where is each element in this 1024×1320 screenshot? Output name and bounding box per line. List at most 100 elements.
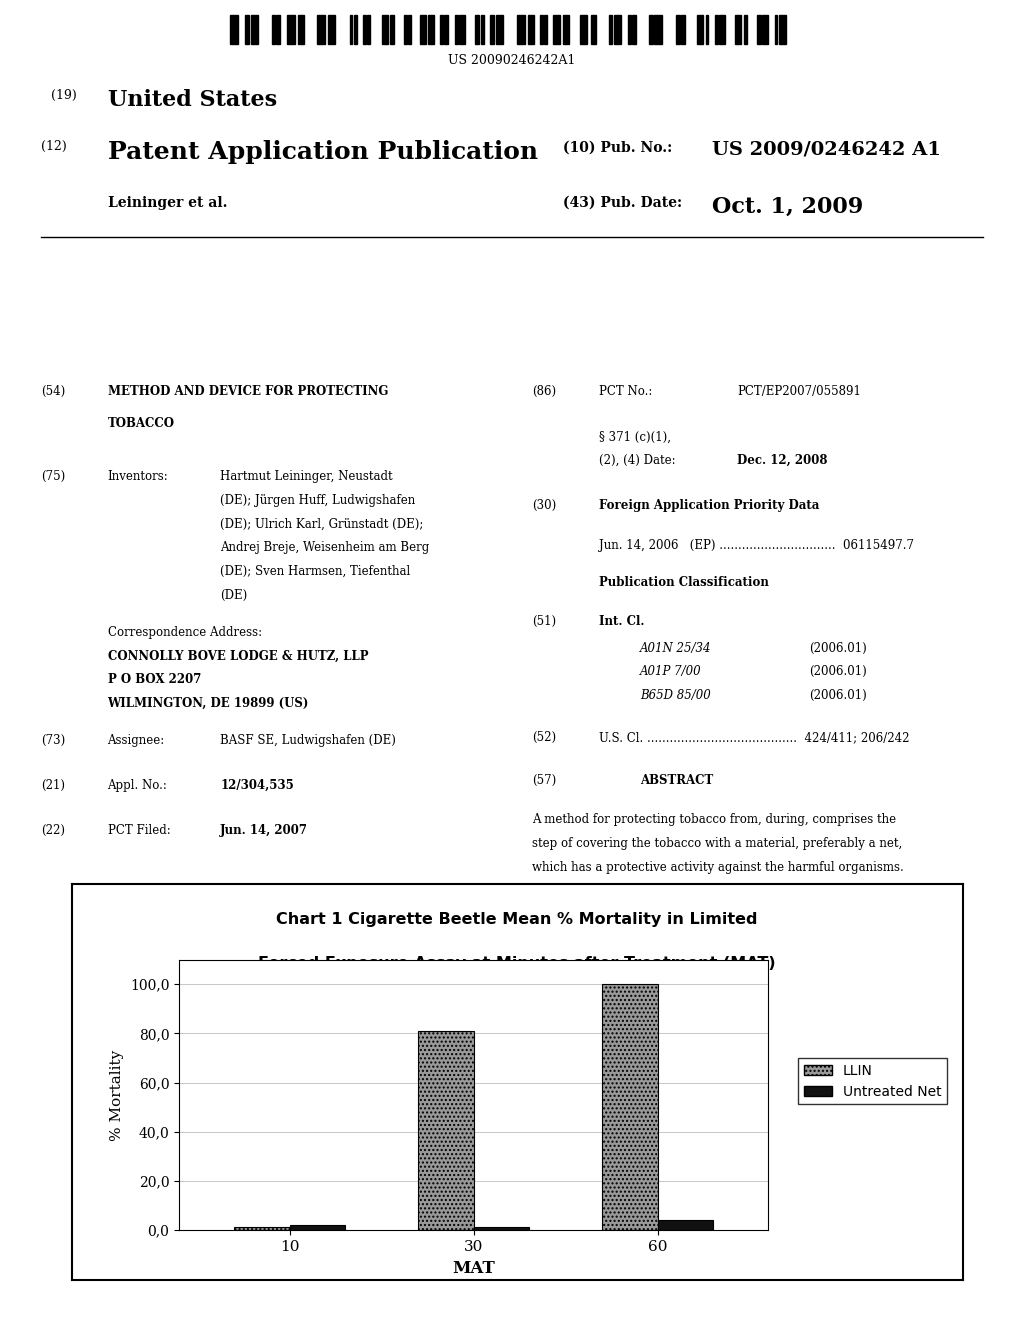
Text: Appl. No.:: Appl. No.: [108,779,167,792]
Text: Chart 1 Cigarette Beetle Mean % Mortality in Limited: Chart 1 Cigarette Beetle Mean % Mortalit… [276,912,758,927]
Bar [272,15,275,45]
Bar [234,1226,290,1230]
Text: (54): (54) [41,385,66,399]
Bar [629,15,631,45]
Text: Leininger et al.: Leininger et al. [108,195,227,210]
Bar [419,1031,473,1230]
Bar [459,15,465,45]
Bar [649,15,652,45]
Bar [298,15,304,45]
Text: TOBACCO: TOBACCO [108,417,174,430]
Text: US 20090246242A1: US 20090246242A1 [449,54,575,66]
Text: B65D 85/00: B65D 85/00 [640,689,711,702]
Text: (2006.01): (2006.01) [809,665,866,678]
Text: A01P 7/00: A01P 7/00 [640,665,701,678]
Text: 12/304,535: 12/304,535 [220,779,294,792]
Text: Andrej Breje, Weisenheim am Berg: Andrej Breje, Weisenheim am Berg [220,541,429,554]
Bar [676,15,680,45]
Bar [328,15,336,45]
Bar [763,15,768,45]
Legend: LLIN, Untreated Net: LLIN, Untreated Net [799,1059,947,1105]
Text: Dec. 12, 2008: Dec. 12, 2008 [737,454,827,467]
Bar [654,15,662,45]
Text: (DE); Sven Harmsen, Tiefenthal: (DE); Sven Harmsen, Tiefenthal [220,565,411,578]
Bar [353,15,357,45]
Bar [368,15,370,45]
Text: (75): (75) [41,470,66,483]
Bar [496,15,504,45]
Bar [657,1221,713,1230]
Bar [473,1226,528,1230]
Bar [609,15,612,45]
Text: (43) Pub. Date:: (43) Pub. Date: [563,195,682,210]
Text: P O BOX 2207: P O BOX 2207 [108,673,201,686]
Text: (10) Pub. No.:: (10) Pub. No.: [563,140,673,154]
Text: Forced Exposure Assay at Minutes after Treatment (MAT): Forced Exposure Assay at Minutes after T… [258,956,776,970]
Text: (2), (4) Date:: (2), (4) Date: [599,454,676,467]
Text: PCT Filed:: PCT Filed: [108,824,170,837]
Text: which has a protective activity against the harmful organisms.: which has a protective activity against … [532,861,904,874]
Bar [455,15,458,45]
Bar [528,15,534,45]
Text: Assignee:: Assignee: [108,734,165,747]
Text: (DE): (DE) [220,589,248,602]
Text: Correspondence Address:: Correspondence Address: [108,626,262,639]
Text: Publication Classification: Publication Classification [599,576,769,589]
Bar [545,15,548,45]
Bar [735,15,741,45]
Text: Oct. 1, 2009: Oct. 1, 2009 [712,195,863,218]
Text: Jun. 14, 2006   (EP) ...............................  06115497.7: Jun. 14, 2006 (EP) .....................… [599,539,914,552]
Bar [382,15,388,45]
Bar [230,15,238,45]
Bar [591,15,596,45]
Text: PCT/EP2007/055891: PCT/EP2007/055891 [737,385,861,399]
Bar [743,15,748,45]
Bar [774,15,777,45]
Text: (2006.01): (2006.01) [809,689,866,702]
Bar [317,15,325,45]
Text: Hartmut Leininger, Neustadt: Hartmut Leininger, Neustadt [220,470,393,483]
Bar [251,15,258,45]
Text: (DE); Jürgen Huff, Ludwigshafen: (DE); Jürgen Huff, Ludwigshafen [220,494,416,507]
Bar [475,15,479,45]
Bar [517,15,525,45]
Bar [633,15,636,45]
Bar [349,15,352,45]
Bar [613,15,622,45]
Text: US 2009/0246242 A1: US 2009/0246242 A1 [712,140,941,158]
Bar [246,15,249,45]
Bar [541,15,544,45]
Text: A method for protecting tobacco from, during, comprises the: A method for protecting tobacco from, du… [532,813,897,826]
Bar [403,15,407,45]
Bar [580,15,588,45]
Text: United States: United States [108,88,276,111]
Text: (22): (22) [41,824,65,837]
Bar [553,15,560,45]
Text: Jun. 14, 2007: Jun. 14, 2007 [220,824,308,837]
Text: CONNOLLY BOVE LODGE & HUTZ, LLP: CONNOLLY BOVE LODGE & HUTZ, LLP [108,649,368,663]
Bar [364,15,366,45]
Text: Inventors:: Inventors: [108,470,168,483]
Y-axis label: % Mortality: % Mortality [111,1049,125,1140]
Bar [778,15,786,45]
Bar [706,15,709,45]
Bar [715,15,718,45]
Text: (51): (51) [532,615,557,628]
Text: (30): (30) [532,499,557,512]
Bar [757,15,761,45]
Bar [420,15,426,45]
Bar [719,15,725,45]
Bar [490,15,495,45]
Text: BASF SE, Ludwigshafen (DE): BASF SE, Ludwigshafen (DE) [220,734,396,747]
Bar [481,15,483,45]
Text: (19): (19) [51,88,77,102]
Text: A01N 25/34: A01N 25/34 [640,642,712,655]
Text: (DE); Ulrich Karl, Grünstadt (DE);: (DE); Ulrich Karl, Grünstadt (DE); [220,517,424,531]
Text: Patent Application Publication: Patent Application Publication [108,140,538,165]
Text: (57): (57) [532,774,557,787]
Text: METHOD AND DEVICE FOR PROTECTING: METHOD AND DEVICE FOR PROTECTING [108,385,388,399]
Text: ABSTRACT: ABSTRACT [640,774,714,787]
Bar [563,15,569,45]
Text: WILMINGTON, DE 19899 (US): WILMINGTON, DE 19899 (US) [108,697,309,710]
Text: § 371 (c)(1),: § 371 (c)(1), [599,430,671,444]
